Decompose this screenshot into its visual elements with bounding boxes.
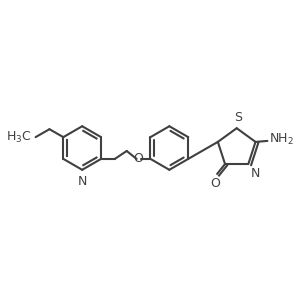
Text: N: N <box>250 167 260 180</box>
Text: O: O <box>210 177 220 190</box>
Text: S: S <box>234 111 242 124</box>
Text: O: O <box>134 152 143 165</box>
Text: N: N <box>77 175 87 188</box>
Text: NH$_2$: NH$_2$ <box>269 132 294 148</box>
Text: H$_3$C: H$_3$C <box>6 130 31 145</box>
